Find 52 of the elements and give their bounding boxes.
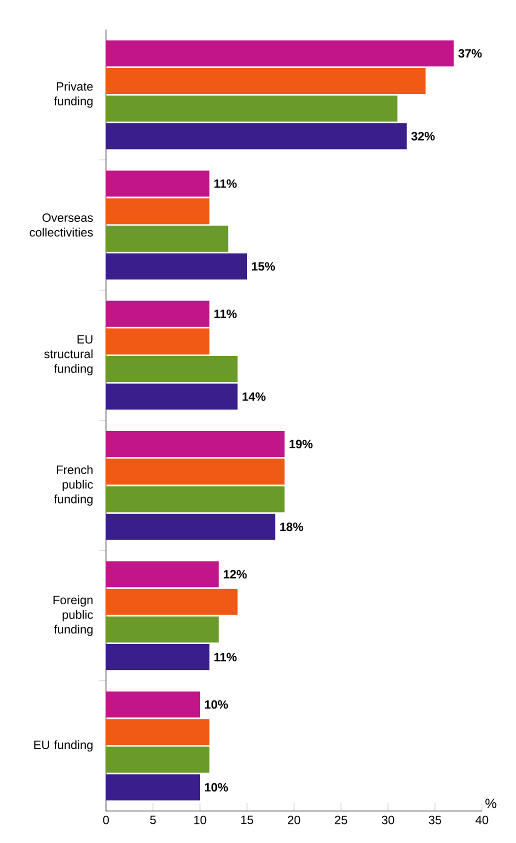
x-axis-title: % <box>485 798 496 808</box>
x-tick-label: 25 <box>334 816 348 824</box>
x-tick-label: 5 <box>150 816 156 824</box>
data-label: 32% <box>411 132 435 140</box>
data-label: 37% <box>458 49 482 58</box>
x-tick-label: 0 <box>103 816 109 824</box>
bar <box>106 588 238 615</box>
bar <box>106 746 210 773</box>
bar <box>106 616 219 642</box>
bar <box>106 226 228 252</box>
x-tick-label: 35 <box>428 816 442 824</box>
data-label: 10% <box>205 783 228 792</box>
y-tick-label: French public funding <box>54 465 93 506</box>
y-tick-label: EU structural funding <box>44 335 93 376</box>
x-tick-label: 30 <box>382 816 394 824</box>
bar <box>106 719 210 746</box>
x-tick-label: 40 <box>476 816 488 824</box>
bar <box>106 644 210 670</box>
y-tick-label: Foreign public funding <box>54 595 93 636</box>
x-tick-label: 10 <box>194 816 206 824</box>
bar <box>106 170 210 197</box>
bar <box>106 96 398 122</box>
data-label: 18% <box>280 522 304 532</box>
y-tick-label: EU funding <box>34 740 92 752</box>
bar <box>106 384 238 410</box>
bar <box>106 68 426 94</box>
bar <box>106 328 210 354</box>
bar <box>106 123 407 150</box>
bar <box>106 458 285 485</box>
bar <box>106 691 200 718</box>
data-label: 19% <box>290 440 313 448</box>
bar <box>106 300 210 327</box>
x-tick-label: 15 <box>241 816 254 824</box>
bar <box>106 253 247 280</box>
bar <box>106 356 238 382</box>
data-label: 12% <box>224 570 247 578</box>
data-label: 15% <box>252 262 275 271</box>
bar <box>106 514 276 540</box>
y-tick-label: Overseas collectivities <box>30 213 93 237</box>
data-label: 11% <box>214 310 237 318</box>
bar <box>106 774 200 800</box>
bar <box>106 561 219 588</box>
x-tick-label: 20 <box>288 816 300 824</box>
bar <box>106 486 285 512</box>
y-tick-label: Private funding <box>54 82 93 108</box>
bar <box>106 431 285 458</box>
data-label: 14% <box>242 392 266 401</box>
data-label: 11% <box>214 179 237 188</box>
bar <box>106 198 210 224</box>
data-label: 10% <box>205 700 228 709</box>
data-label: 11% <box>214 652 237 662</box>
bar <box>106 40 454 66</box>
